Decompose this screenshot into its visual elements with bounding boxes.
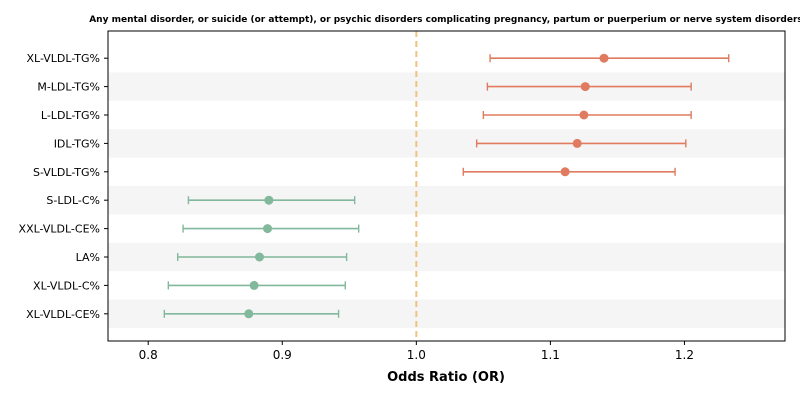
- or-point: [244, 309, 254, 319]
- forest-row: [167, 280, 346, 290]
- x-tick-label: 1.1: [541, 348, 560, 362]
- or-point: [580, 82, 590, 92]
- or-point: [572, 138, 582, 148]
- y-tick-label: M-LDL-TG%: [37, 81, 100, 94]
- forest-row: [482, 110, 692, 120]
- y-tick-label: LA%: [76, 251, 100, 264]
- forest-row: [486, 82, 692, 92]
- x-tick-label: 0.8: [139, 348, 158, 362]
- y-tick-label: IDL-TG%: [54, 137, 100, 150]
- y-tick-label: XXL-VLDL-CE%: [19, 223, 100, 236]
- forest-row: [475, 138, 687, 148]
- y-tick-label: S-VLDL-TG%: [33, 166, 100, 179]
- forest-row: [489, 53, 730, 63]
- axes: XL-VLDL-TG% M-LDL-TG% L-LDL-TG% IDL-TG% S-VL…: [19, 30, 786, 362]
- or-point: [254, 252, 264, 262]
- or-point: [579, 110, 589, 120]
- data-rows: [163, 53, 730, 319]
- x-tick-label: 0.9: [273, 348, 292, 362]
- or-point: [560, 167, 570, 177]
- or-point: [263, 224, 273, 234]
- forest-row: [187, 195, 356, 205]
- forest-row: [163, 309, 340, 319]
- x-tick-label: 1.2: [675, 348, 694, 362]
- y-tick-label: S-LDL-C%: [46, 194, 100, 207]
- x-tick-label: 1.0: [407, 348, 426, 362]
- plot-frame: [107, 30, 786, 342]
- or-point: [249, 280, 259, 290]
- or-point: [599, 53, 609, 63]
- chart-title: Any mental disorder, or suicide (or atte…: [89, 15, 800, 25]
- forest-row: [182, 224, 360, 234]
- y-tick-label: XL-VLDL-CE%: [26, 308, 100, 321]
- x-axis-label: Odds Ratio (OR): [387, 370, 505, 385]
- y-tick-label: XL-VLDL-TG%: [26, 52, 100, 65]
- forest-row: [177, 252, 348, 262]
- y-tick-label: L-LDL-TG%: [41, 109, 100, 122]
- y-tick-label: XL-VLDL-C%: [33, 279, 100, 292]
- or-point: [264, 195, 274, 205]
- forest-row: [462, 167, 676, 177]
